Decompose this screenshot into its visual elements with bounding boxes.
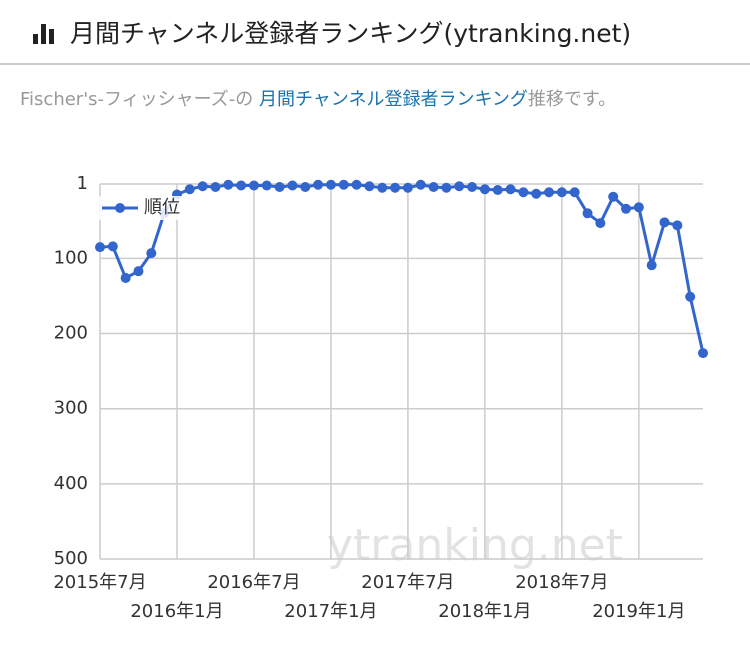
data-point (531, 188, 542, 199)
data-point (325, 179, 336, 190)
y-tick-label: 400 (54, 473, 88, 494)
data-point (313, 179, 324, 190)
data-point (544, 187, 555, 198)
data-point (505, 184, 516, 195)
data-point (377, 182, 388, 193)
header-title: 月間チャンネル登録者ランキング(ytranking.net) (70, 19, 632, 48)
data-point (441, 182, 452, 193)
data-point (428, 182, 439, 193)
data-point (633, 202, 644, 213)
data-point (582, 208, 593, 219)
description: Fischer's-フィッシャーズ-の 月間チャンネル登録者ランキング推移です。 (20, 86, 720, 114)
data-point (184, 184, 195, 195)
data-point (467, 182, 478, 193)
data-point (159, 208, 170, 219)
data-point (685, 291, 696, 302)
y-tick-label: 500 (54, 548, 88, 569)
data-point (659, 217, 670, 228)
y-tick-label: 200 (54, 323, 88, 344)
data-point (287, 180, 298, 191)
desc-text: 推移です。 (527, 89, 617, 110)
data-point (338, 179, 349, 190)
y-tick-label: 300 (54, 398, 88, 419)
x-tick-label: 2017年7月 (361, 572, 454, 593)
data-point (120, 272, 131, 283)
data-point (608, 191, 619, 202)
legend-label: 順位 (144, 197, 180, 218)
data-point (300, 182, 311, 193)
data-point (210, 182, 221, 193)
data-point (569, 187, 580, 198)
data-point (595, 218, 606, 229)
data-point (171, 189, 182, 200)
data-point (672, 220, 683, 231)
ranking-link[interactable]: 月間チャンネル登録者ランキング (258, 89, 528, 110)
data-point (698, 348, 708, 359)
y-tick-label: 100 (54, 247, 88, 268)
data-point (133, 266, 144, 277)
data-point (95, 242, 105, 253)
data-point (107, 241, 118, 252)
y-tick-label: 1 (77, 173, 88, 194)
header: 月間チャンネル登録者ランキング(ytranking.net) (0, 0, 750, 65)
data-point (646, 260, 657, 271)
x-tick-label: 2016年7月 (207, 572, 300, 593)
data-point (518, 187, 529, 198)
data-point (197, 181, 208, 192)
data-point (146, 248, 157, 259)
data-point (454, 181, 465, 192)
x-tick-label: 2018年7月 (515, 572, 608, 593)
data-point (621, 203, 632, 214)
data-point (236, 180, 247, 191)
data-point (415, 179, 426, 190)
data-point (351, 179, 362, 190)
data-point (274, 182, 285, 193)
data-point (364, 181, 375, 192)
data-point (402, 182, 413, 193)
data-point (492, 185, 503, 196)
x-tick-label: 2017年1月 (284, 601, 377, 622)
legend-marker (115, 203, 125, 213)
x-tick-label: 2018年1月 (438, 601, 531, 622)
data-point (223, 179, 234, 190)
x-tick-label: 2019年1月 (592, 601, 685, 622)
desc-text: Fischer's-フィッシャーズ-の (20, 89, 259, 110)
data-point (390, 182, 401, 193)
data-point (556, 187, 567, 198)
series-line (99, 183, 705, 354)
data-point (261, 180, 272, 191)
data-point (248, 180, 259, 191)
watermark: ytranking.net (327, 520, 623, 571)
data-point (479, 184, 490, 195)
x-tick-label: 2016年1月 (130, 601, 223, 622)
chart-icon (33, 24, 54, 44)
x-tick-label: 2015年7月 (53, 572, 146, 593)
legend-bg (98, 196, 198, 220)
